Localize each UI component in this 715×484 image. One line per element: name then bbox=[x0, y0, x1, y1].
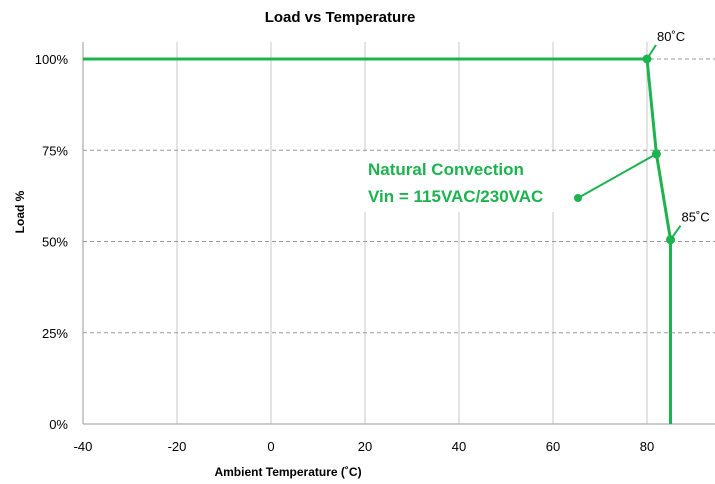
leader-line-80c bbox=[646, 44, 657, 60]
axes bbox=[82, 42, 715, 425]
x-axis-label: Ambient Temperature (˚C) bbox=[214, 465, 361, 479]
annotations: 80˚C 85˚C Natural Convection Vin = 115VA… bbox=[360, 29, 710, 241]
x-tick-label: 40 bbox=[452, 439, 466, 454]
y-axis-label: Load % bbox=[13, 190, 27, 233]
grid-lines bbox=[83, 42, 715, 424]
x-tick-label: -20 bbox=[168, 439, 187, 454]
callout-marker bbox=[574, 194, 582, 202]
y-tick-label: 75% bbox=[42, 143, 68, 158]
label-85c: 85˚C bbox=[682, 210, 710, 225]
x-tick-label: 0 bbox=[267, 439, 274, 454]
callout-line-2: Vin = 115VAC/230VAC bbox=[368, 187, 543, 206]
callout-leader-line bbox=[577, 153, 657, 199]
callout-background bbox=[360, 152, 580, 212]
y-tick-labels: 0% 25% 50% 75% 100% bbox=[35, 52, 69, 432]
x-tick-label: -40 bbox=[74, 439, 93, 454]
y-tick-label: 100% bbox=[35, 52, 69, 67]
x-tick-label: 60 bbox=[546, 439, 560, 454]
series bbox=[83, 54, 675, 424]
leader-line-85c bbox=[669, 225, 682, 241]
callout-line-1: Natural Convection bbox=[368, 160, 524, 179]
y-tick-label: 50% bbox=[42, 235, 68, 250]
y-tick-label: 25% bbox=[42, 326, 68, 341]
x-tick-labels: -40 -20 0 20 40 60 80 bbox=[74, 439, 655, 454]
x-tick-label: 20 bbox=[358, 439, 372, 454]
label-80c: 80˚C bbox=[657, 29, 685, 44]
chart-title: Load vs Temperature bbox=[265, 9, 416, 26]
x-tick-label: 80 bbox=[640, 439, 654, 454]
y-tick-label: 0% bbox=[49, 417, 68, 432]
